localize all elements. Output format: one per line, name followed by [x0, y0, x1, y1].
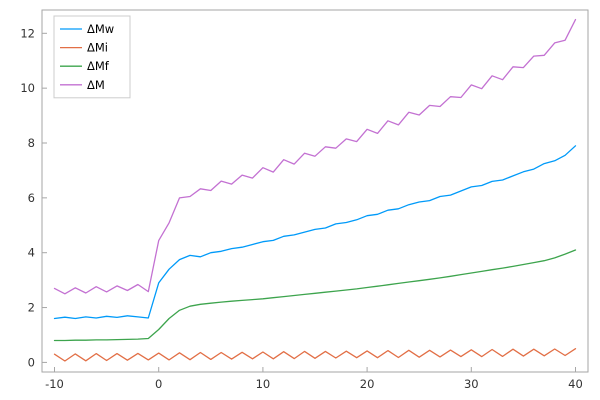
- axis-frame: [41, 9, 589, 373]
- y-tick-label: 10: [20, 81, 35, 95]
- x-tick-label: 30: [464, 377, 479, 391]
- legend-label-3: ΔM: [87, 78, 105, 92]
- y-tick-label: 6: [28, 191, 35, 205]
- legend-label-1: ΔMi: [87, 41, 108, 55]
- legend-label-0: ΔMw: [87, 22, 114, 36]
- y-tick-label: 0: [28, 355, 35, 369]
- series-line-1: [53, 348, 577, 362]
- x-tick-label: 10: [256, 377, 271, 391]
- series-line-0: [53, 145, 577, 320]
- y-tick-label: 2: [28, 301, 35, 315]
- y-tick-label: 8: [28, 136, 35, 150]
- y-tick-label: 12: [20, 26, 35, 40]
- legend-label-2: ΔMf: [87, 59, 110, 73]
- series-line-2: [53, 249, 577, 342]
- x-tick-label: -10: [45, 377, 64, 391]
- x-tick-label: 20: [360, 377, 375, 391]
- x-tick-label: 0: [155, 377, 162, 391]
- x-tick-label: 40: [568, 377, 583, 391]
- y-tick-label: 4: [28, 246, 35, 260]
- series-line-3: [53, 18, 577, 295]
